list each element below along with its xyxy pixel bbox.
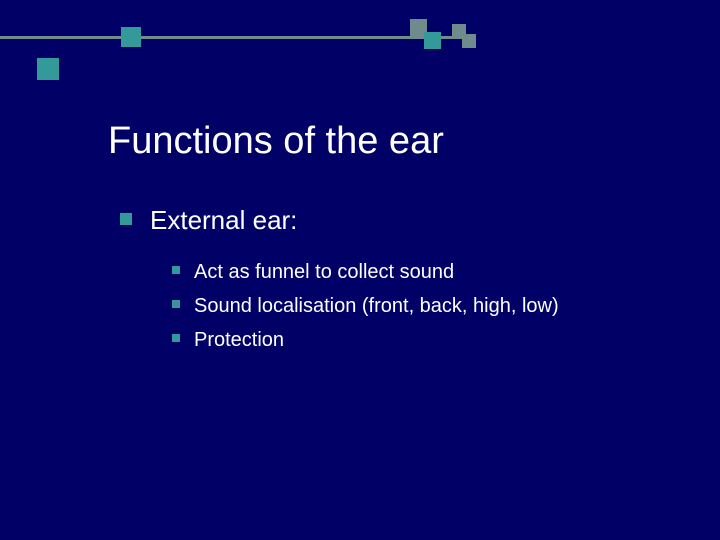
decor-square: [121, 27, 141, 47]
square-bullet-icon: [120, 213, 132, 225]
level2-text: Act as funnel to collect sound: [194, 261, 454, 283]
slide-title: Functions of the ear: [108, 120, 444, 163]
decor-line: [0, 36, 470, 39]
square-bullet-icon: [172, 266, 180, 274]
square-bullet-icon: [172, 334, 180, 342]
bullet-level2-list: Act as funnel to collect sound Sound loc…: [172, 258, 559, 361]
level2-text: Sound localisation (front, back, high, l…: [194, 295, 559, 317]
level1-text: External ear:: [150, 205, 297, 235]
slide-decor: [0, 0, 720, 80]
level2-text: Protection: [194, 329, 284, 351]
decor-square: [37, 58, 59, 80]
list-item: Act as funnel to collect sound: [172, 258, 559, 286]
bullet-level1: External ear:: [120, 205, 297, 236]
list-item: Sound localisation (front, back, high, l…: [172, 292, 559, 320]
square-bullet-icon: [172, 300, 180, 308]
decor-square: [424, 32, 441, 49]
list-item: Protection: [172, 326, 559, 354]
decor-square: [462, 34, 476, 48]
